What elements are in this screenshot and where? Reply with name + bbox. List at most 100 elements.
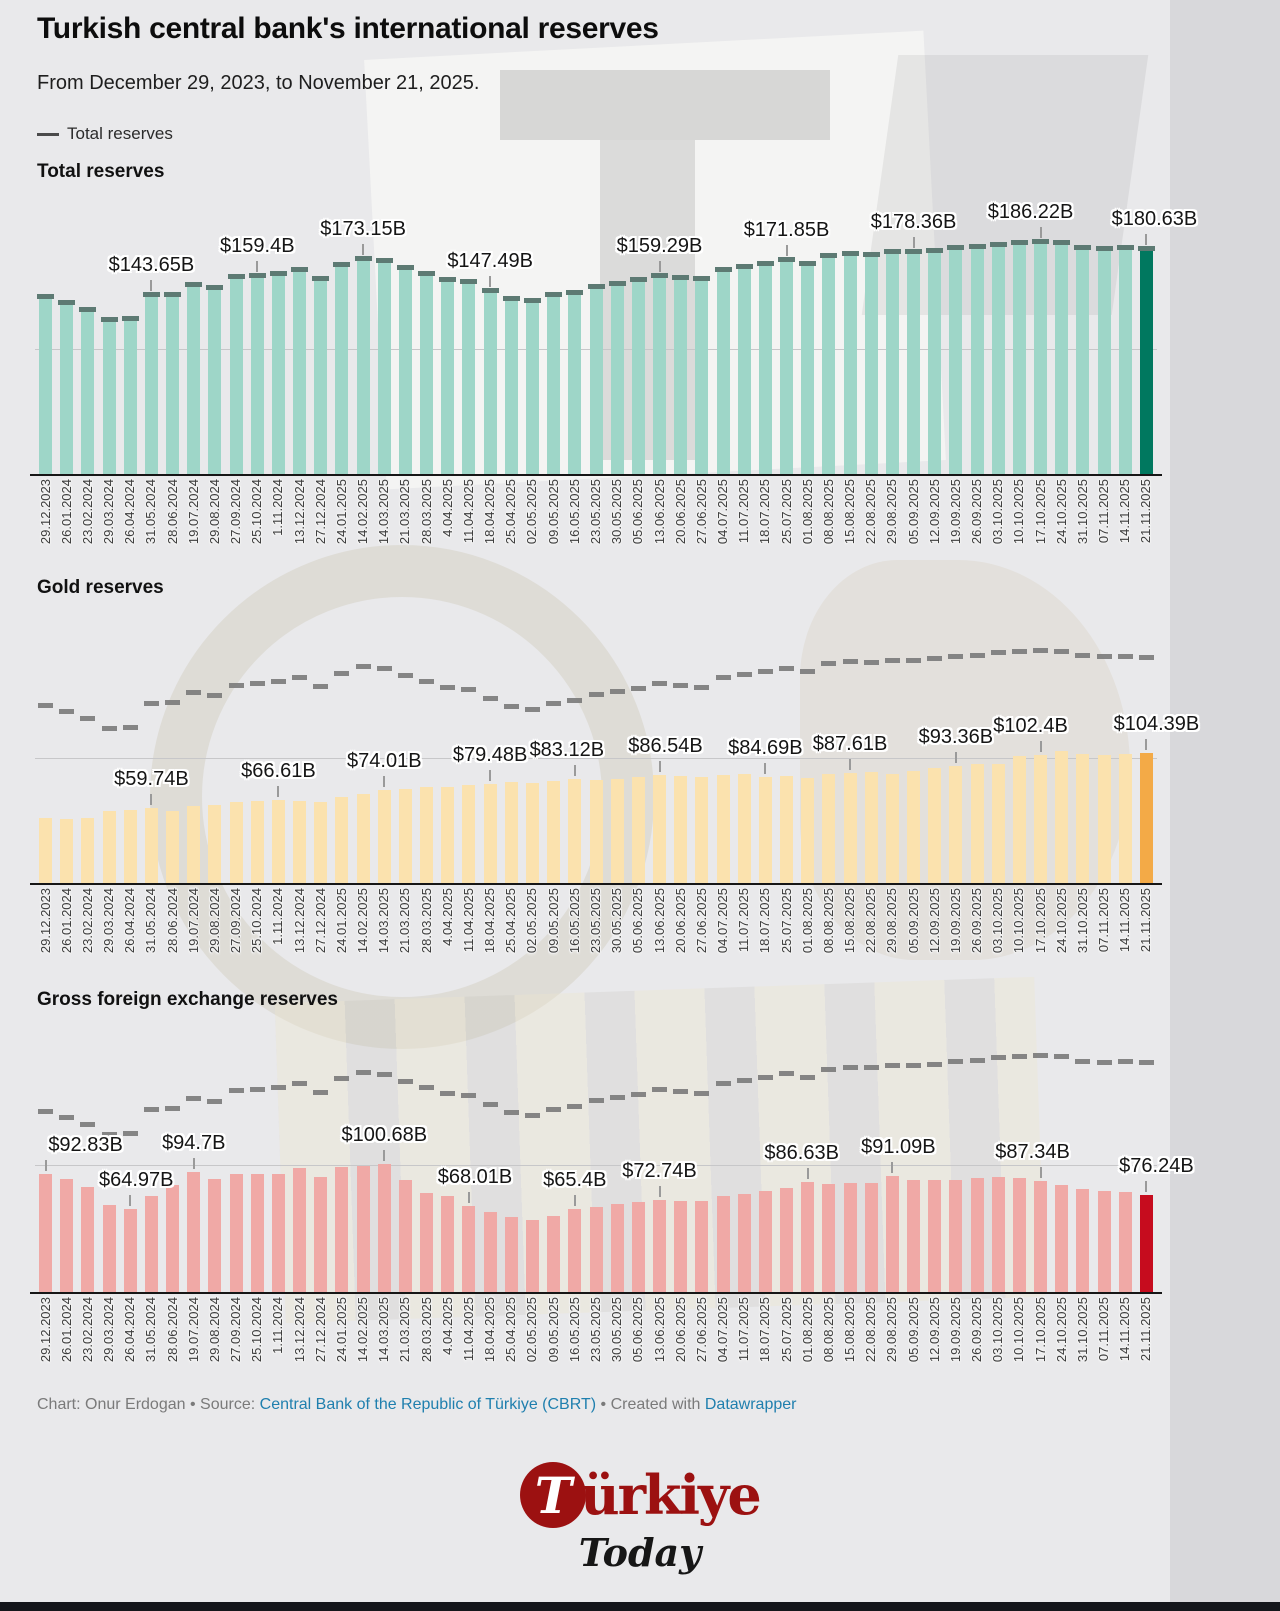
bar-24.01.2025[interactable] (335, 1166, 349, 1292)
bar-29.12.2023[interactable] (39, 818, 53, 883)
bar-22.08.2025[interactable] (864, 1183, 878, 1292)
bar-4.04.2025[interactable] (441, 786, 455, 883)
bar-31.10.2025[interactable] (1076, 1189, 1090, 1292)
bar-16.05.2025[interactable] (568, 291, 582, 474)
bar-27.06.2025[interactable] (695, 1201, 709, 1292)
bar-26.09.2025[interactable] (970, 1178, 984, 1292)
bar-19.07.2024[interactable] (187, 283, 201, 474)
bar-23.02.2024[interactable] (81, 817, 95, 883)
bar-21.03.2025[interactable] (398, 266, 412, 474)
bar-11.07.2025[interactable] (737, 1194, 751, 1292)
bar-09.05.2025[interactable] (547, 781, 561, 883)
bar-11.04.2025[interactable] (462, 1205, 476, 1292)
bar-29.03.2024[interactable] (102, 319, 116, 474)
source-link[interactable]: Central Bank of the Republic of Türkiye … (259, 1396, 597, 1413)
bar-07.11.2025[interactable] (1097, 247, 1111, 474)
bar-19.07.2024[interactable] (187, 1171, 201, 1292)
bar-1.11.2024[interactable] (271, 1174, 285, 1292)
bar-05.09.2025[interactable] (907, 1179, 921, 1292)
bar-4.04.2025[interactable] (441, 278, 455, 474)
bar-25.04.2025[interactable] (504, 1217, 518, 1292)
bar-08.08.2025[interactable] (822, 774, 836, 883)
bar-31.05.2024[interactable] (144, 808, 158, 883)
bar-27.09.2024[interactable] (229, 276, 243, 474)
bar-08.08.2025[interactable] (822, 1184, 836, 1292)
bar-18.07.2025[interactable] (758, 262, 772, 474)
bar-14.11.2025[interactable] (1118, 247, 1132, 474)
bar-22.08.2025[interactable] (864, 253, 878, 474)
bar-27.12.2024[interactable] (314, 801, 328, 883)
bar-10.10.2025[interactable] (1012, 242, 1026, 474)
bar-29.03.2024[interactable] (102, 811, 116, 883)
bar-31.05.2024[interactable] (144, 1196, 158, 1292)
bar-14.02.2025[interactable] (356, 1165, 370, 1292)
bar-31.10.2025[interactable] (1076, 246, 1090, 474)
bar-29.08.2024[interactable] (208, 1179, 222, 1292)
bar-10.10.2025[interactable] (1012, 1178, 1026, 1292)
bar-11.04.2025[interactable] (462, 280, 476, 474)
bar-27.09.2024[interactable] (229, 802, 243, 883)
bar-25.10.2024[interactable] (250, 1174, 264, 1292)
bar-24.10.2025[interactable] (1055, 242, 1069, 474)
bar-27.12.2024[interactable] (314, 1176, 328, 1292)
bar-21.03.2025[interactable] (398, 789, 412, 883)
bar-21.11.2025[interactable] (1139, 248, 1153, 474)
bar-03.10.2025[interactable] (991, 763, 1005, 883)
bar-09.05.2025[interactable] (547, 1215, 561, 1292)
bar-21.11.2025[interactable] (1139, 752, 1153, 883)
bar-24.01.2025[interactable] (335, 797, 349, 883)
bar-07.11.2025[interactable] (1097, 754, 1111, 883)
bar-25.10.2024[interactable] (250, 800, 264, 883)
bar-16.05.2025[interactable] (568, 1208, 582, 1292)
bar-18.04.2025[interactable] (483, 1211, 497, 1292)
bar-26.09.2025[interactable] (970, 764, 984, 883)
bar-28.06.2024[interactable] (166, 293, 180, 474)
bar-28.03.2025[interactable] (420, 787, 434, 883)
bar-19.09.2025[interactable] (949, 1179, 963, 1292)
bar-28.06.2024[interactable] (166, 1184, 180, 1292)
bar-05.06.2025[interactable] (631, 777, 645, 883)
bar-29.08.2025[interactable] (885, 1176, 899, 1292)
bar-29.03.2024[interactable] (102, 1204, 116, 1292)
datawrapper-link[interactable]: Datawrapper (704, 1396, 797, 1413)
bar-28.06.2024[interactable] (166, 810, 180, 883)
bar-4.04.2025[interactable] (441, 1196, 455, 1292)
bar-24.10.2025[interactable] (1055, 751, 1069, 883)
bar-27.06.2025[interactable] (695, 278, 709, 474)
bar-23.05.2025[interactable] (589, 1206, 603, 1292)
bar-28.03.2025[interactable] (420, 272, 434, 474)
bar-13.12.2024[interactable] (293, 268, 307, 474)
bar-13.06.2025[interactable] (653, 274, 666, 474)
bar-01.08.2025[interactable] (801, 1181, 815, 1292)
bar-07.11.2025[interactable] (1097, 1191, 1111, 1292)
bar-28.03.2025[interactable] (420, 1192, 434, 1292)
bar-23.05.2025[interactable] (589, 285, 603, 474)
bar-13.06.2025[interactable] (653, 774, 666, 883)
bar-12.09.2025[interactable] (928, 249, 942, 474)
bar-02.05.2025[interactable] (525, 1219, 539, 1292)
bar-27.12.2024[interactable] (314, 277, 328, 474)
bar-1.11.2024[interactable] (271, 272, 285, 474)
bar-26.04.2024[interactable] (123, 809, 137, 883)
bar-11.07.2025[interactable] (737, 265, 751, 474)
bar-14.03.2025[interactable] (377, 1164, 391, 1292)
bar-25.04.2025[interactable] (504, 297, 518, 474)
bar-24.10.2025[interactable] (1055, 1184, 1069, 1292)
bar-14.02.2025[interactable] (356, 793, 370, 883)
bar-29.12.2023[interactable] (39, 1174, 53, 1292)
bar-04.07.2025[interactable] (716, 1196, 730, 1292)
bar-01.08.2025[interactable] (801, 262, 815, 474)
bar-05.06.2025[interactable] (631, 279, 645, 474)
bar-03.10.2025[interactable] (991, 243, 1005, 474)
bar-27.09.2024[interactable] (229, 1174, 243, 1292)
bar-02.05.2025[interactable] (525, 783, 539, 883)
bar-12.09.2025[interactable] (928, 768, 942, 883)
bar-19.07.2024[interactable] (187, 806, 201, 883)
bar-08.08.2025[interactable] (822, 254, 836, 474)
bar-03.10.2025[interactable] (991, 1177, 1005, 1292)
bar-13.06.2025[interactable] (653, 1199, 666, 1292)
bar-14.11.2025[interactable] (1118, 754, 1132, 883)
bar-14.03.2025[interactable] (377, 790, 391, 883)
bar-18.04.2025[interactable] (483, 783, 497, 883)
bar-05.09.2025[interactable] (907, 771, 921, 883)
